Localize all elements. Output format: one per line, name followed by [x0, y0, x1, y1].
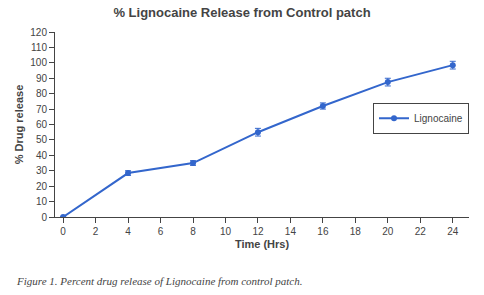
svg-text:16: 16 — [317, 226, 329, 237]
svg-text:10: 10 — [220, 226, 232, 237]
svg-text:40: 40 — [36, 150, 48, 161]
svg-text:10: 10 — [36, 196, 48, 207]
svg-text:18: 18 — [350, 226, 362, 237]
svg-text:0: 0 — [60, 226, 66, 237]
svg-text:6: 6 — [158, 226, 164, 237]
svg-text:70: 70 — [36, 104, 48, 115]
svg-text:4: 4 — [125, 226, 131, 237]
svg-text:Time (Hrs): Time (Hrs) — [235, 238, 290, 250]
svg-text:% Lignocaine Release from Cont: % Lignocaine Release from Control patch — [113, 5, 370, 20]
svg-text:% Drug release: % Drug release — [13, 85, 25, 164]
svg-text:22: 22 — [415, 226, 427, 237]
svg-text:30: 30 — [36, 165, 48, 176]
svg-text:14: 14 — [285, 226, 297, 237]
svg-text:110: 110 — [31, 42, 47, 53]
svg-text:100: 100 — [30, 57, 47, 68]
svg-text:12: 12 — [252, 226, 264, 237]
svg-text:60: 60 — [36, 119, 48, 130]
svg-text:90: 90 — [36, 73, 48, 84]
svg-text:120: 120 — [30, 27, 47, 38]
svg-text:24: 24 — [447, 226, 459, 237]
svg-text:20: 20 — [382, 226, 394, 237]
svg-text:20: 20 — [36, 181, 48, 192]
svg-text:2: 2 — [93, 226, 99, 237]
svg-text:50: 50 — [36, 134, 48, 145]
svg-text:Figure 1. Percent drug release: Figure 1. Percent drug release of Lignoc… — [16, 275, 302, 287]
svg-text:Lignocaine: Lignocaine — [414, 113, 463, 124]
svg-text:80: 80 — [36, 88, 48, 99]
svg-text:0: 0 — [41, 212, 47, 223]
svg-text:8: 8 — [190, 226, 196, 237]
